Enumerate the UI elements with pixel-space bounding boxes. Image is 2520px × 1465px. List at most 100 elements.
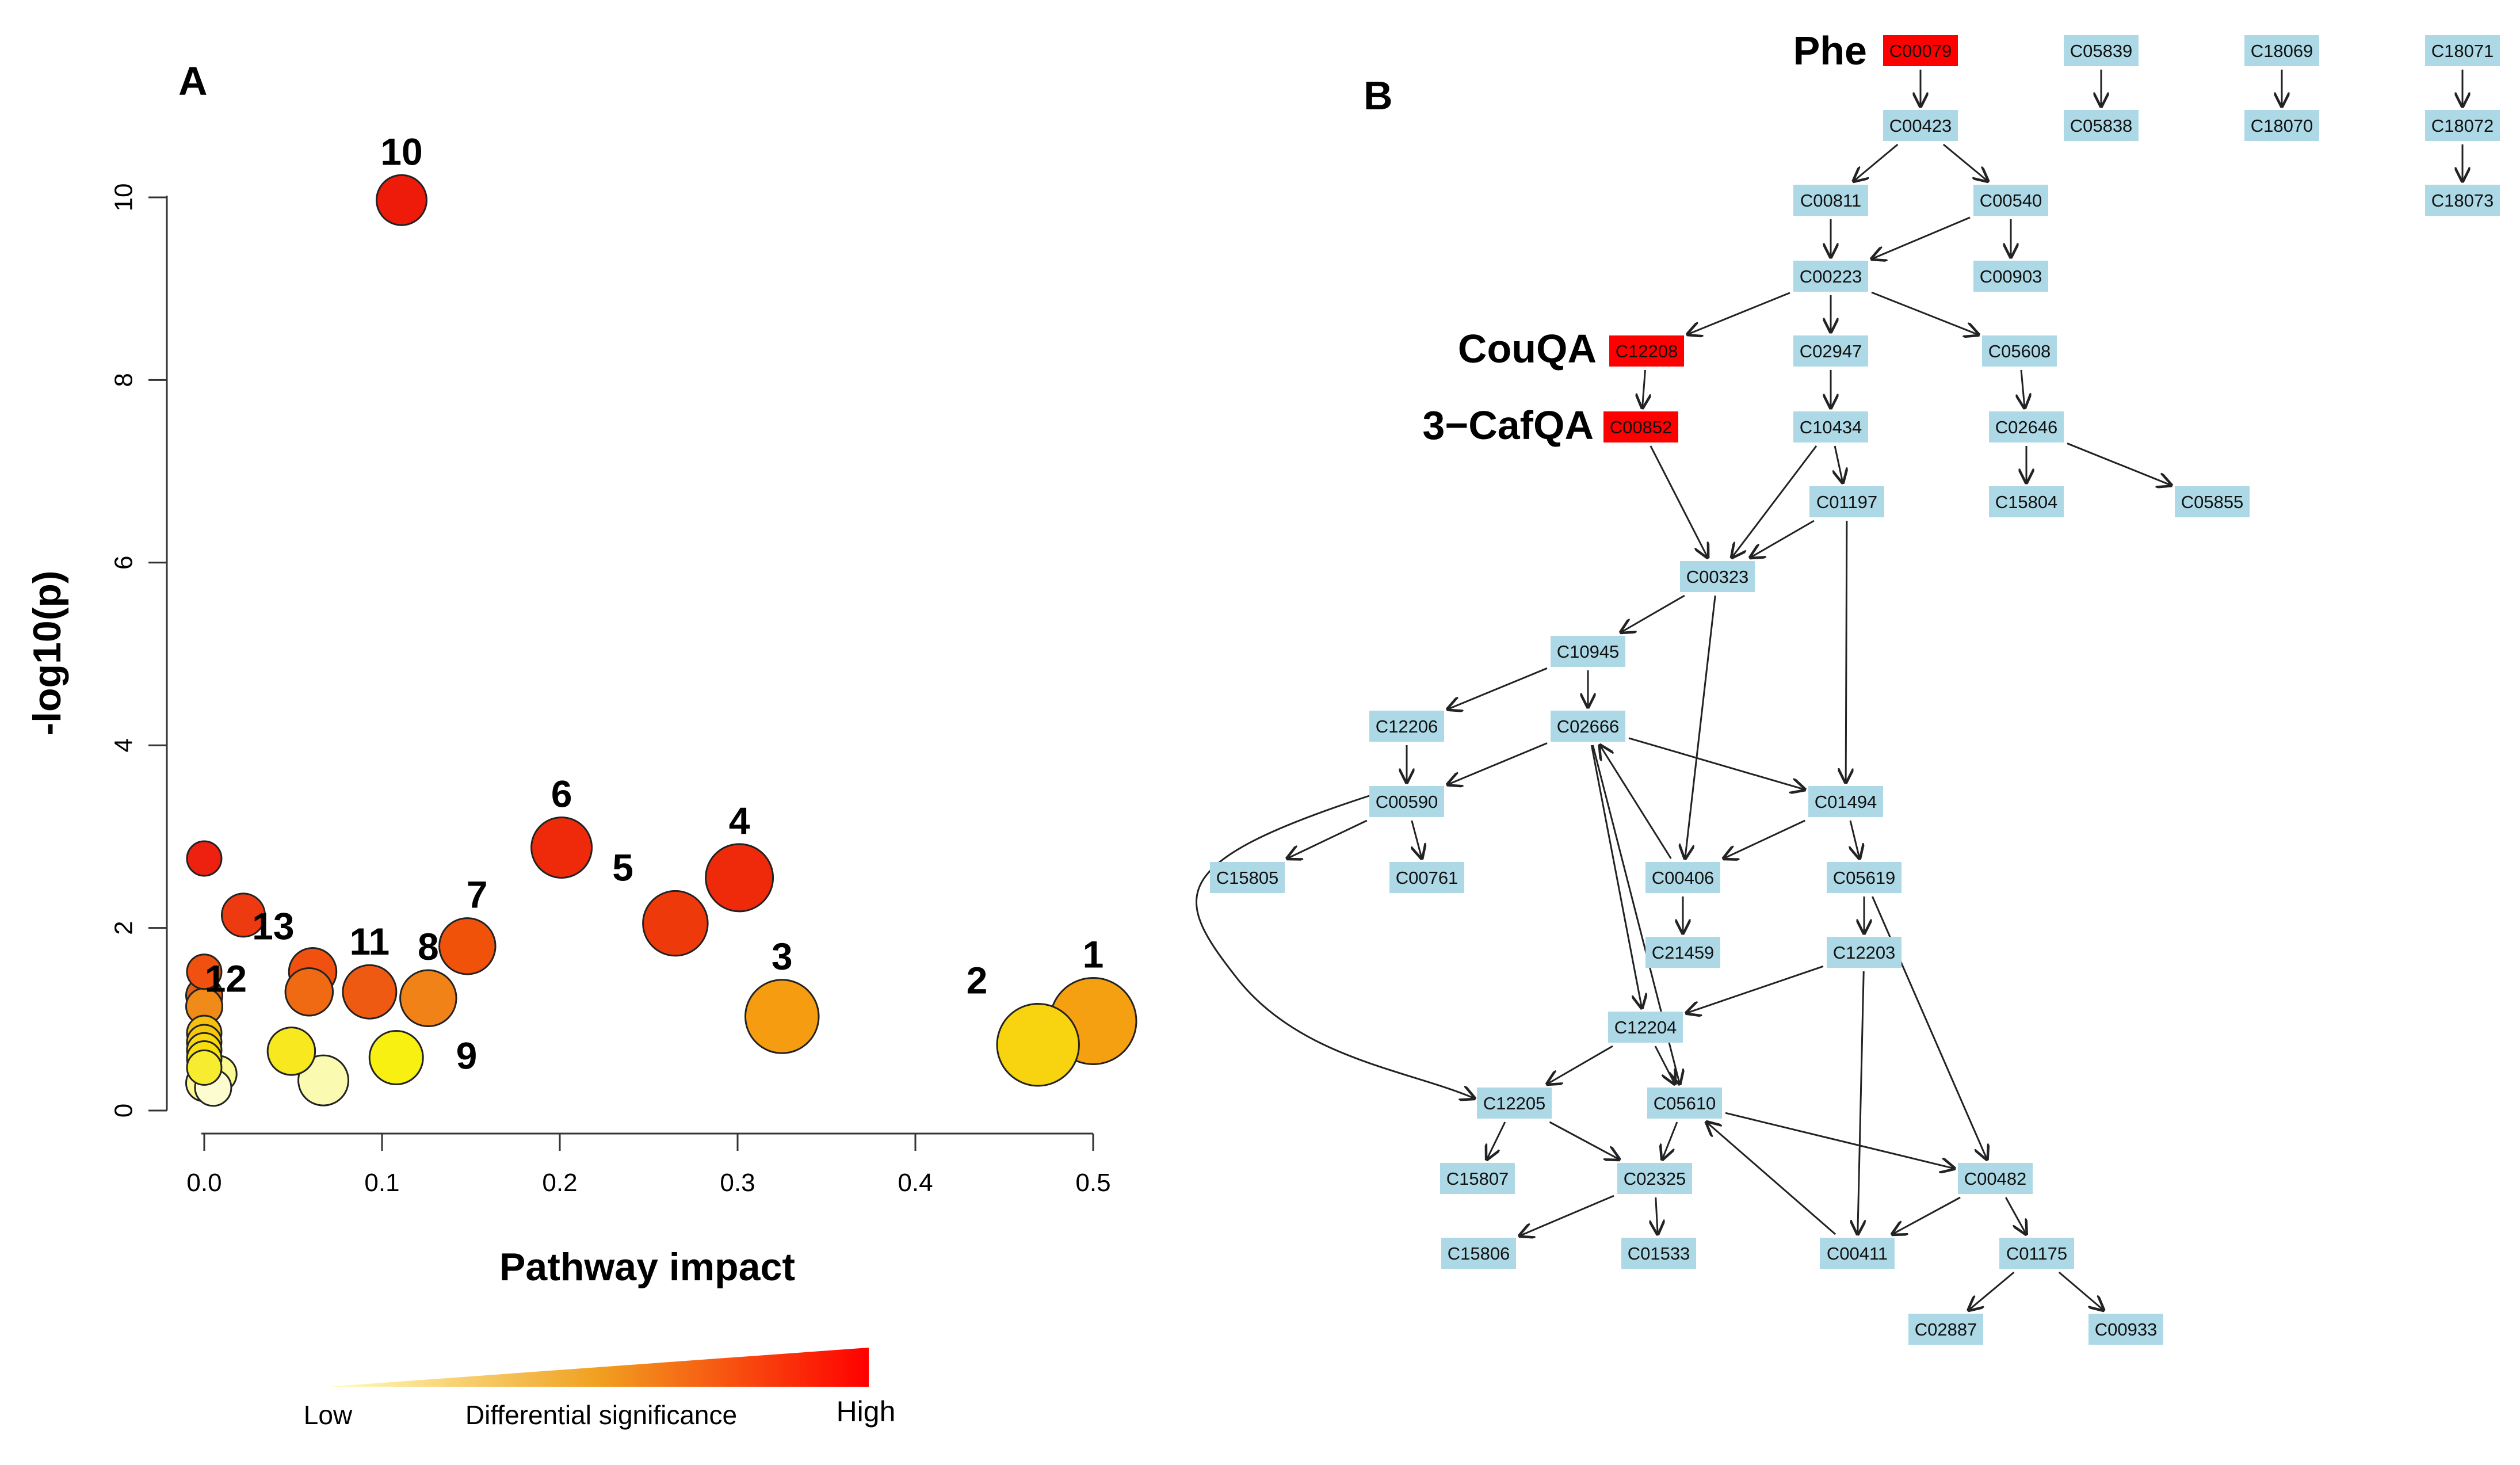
point: [186, 953, 223, 990]
edge: [1547, 1045, 1613, 1084]
point-label-7: 7: [467, 873, 488, 916]
point-label-4: 4: [729, 799, 750, 842]
node-box: [1477, 1088, 1552, 1119]
point-7: [438, 917, 497, 975]
edge: [1643, 369, 1645, 408]
node-label: C00079: [1889, 41, 1952, 61]
node-C00590: C00590: [1369, 786, 1444, 817]
edge: [2004, 1197, 2026, 1234]
point-label-12: 12: [205, 957, 247, 1000]
node-C05839: C05839: [2064, 35, 2139, 66]
node-box: [2425, 110, 2500, 141]
node-C15806: C15806: [1441, 1238, 1516, 1269]
edge: [1448, 742, 1548, 785]
node-label: C00903: [1980, 266, 2042, 287]
edge: [1590, 745, 1641, 1008]
point-9: [368, 1029, 424, 1085]
node-label: C00423: [1889, 116, 1952, 136]
x-tick-label: 0.1: [364, 1169, 399, 1197]
node-C18070: C18070: [2244, 110, 2319, 141]
edge: [1872, 216, 1971, 259]
scatter-points: [185, 174, 1137, 1107]
node-box: [1958, 1163, 2033, 1194]
edge: [1656, 1197, 1658, 1234]
point-label-11: 11: [349, 920, 390, 963]
node-label: C12204: [1614, 1017, 1677, 1037]
node-box: [1369, 786, 1444, 817]
edge: [1969, 1271, 2015, 1310]
node-label: C12208: [1616, 341, 1678, 361]
node-label: C12203: [1833, 943, 1896, 963]
node-C02887: C02887: [1908, 1314, 1983, 1345]
point-label-6: 6: [551, 772, 572, 815]
point-label-1: 1: [1083, 933, 1104, 975]
node-C15804: C15804: [1989, 486, 2064, 517]
node-box: [1645, 862, 1720, 893]
point-label-9: 9: [456, 1034, 478, 1077]
node-box: [1973, 185, 2048, 216]
x-ticks: 0.0 0.1 0.2 0.3 0.4 0.5: [186, 1134, 1111, 1197]
node-C05608: C05608: [1982, 335, 2057, 367]
edge: [1600, 745, 1672, 859]
node-C01197: C01197: [1809, 486, 1884, 517]
node-label: C02947: [1800, 341, 1862, 361]
edge: [1872, 896, 1987, 1159]
node-box: [1608, 1012, 1683, 1043]
x-tick-label: 0.3: [720, 1169, 755, 1197]
edge: [1650, 445, 1708, 558]
node-label: C18071: [2431, 41, 2494, 61]
annotation-phe: Phe: [1793, 28, 1867, 73]
node-label: C05619: [1833, 868, 1896, 888]
edge: [1846, 520, 1847, 783]
y-tick-label: 4: [110, 738, 138, 752]
y-axis-label: -log10(p): [25, 570, 69, 735]
node-label: C05855: [2181, 492, 2244, 512]
node-label: C01494: [1815, 792, 1877, 812]
edge: [1448, 667, 1548, 709]
y-tick-label: 2: [110, 921, 138, 934]
node-C10434: C10434: [1793, 411, 1868, 442]
edge: [1519, 1195, 1614, 1236]
panel-b-label: B: [1364, 73, 1393, 118]
node-C05619: C05619: [1827, 862, 1902, 893]
edge: [2021, 369, 2025, 408]
colorbar-wedge: [328, 1348, 869, 1387]
node-box: [1883, 110, 1958, 141]
colorbar-high-label: High: [837, 1395, 896, 1428]
point-label-2: 2: [967, 959, 988, 1001]
node-label: C10434: [1800, 417, 1862, 437]
node-C12206: C12206: [1369, 711, 1444, 742]
edge: [1196, 795, 1475, 1098]
node-label: C02887: [1915, 1319, 1977, 1340]
node-label: C05838: [2070, 116, 2133, 136]
point-label-5: 5: [612, 846, 633, 888]
node-C00423: C00423: [1883, 110, 1958, 141]
edge: [1858, 971, 1864, 1234]
edge: [1654, 1046, 1675, 1084]
node-label: C15804: [1995, 492, 2058, 512]
node-box: [1793, 261, 1868, 292]
annotation-couqa: CouQA: [1458, 326, 1597, 371]
node-label: C02646: [1995, 417, 2058, 437]
point: [220, 892, 266, 938]
node-box: [1973, 261, 2048, 292]
point-3: [744, 979, 820, 1054]
node-box: [1989, 411, 2064, 442]
node-C15805: C15805: [1210, 862, 1285, 893]
node-C00761: C00761: [1389, 862, 1464, 893]
node-box: [1989, 486, 2064, 517]
node-box: [2425, 185, 2500, 216]
x-tick-label: 0.4: [898, 1169, 933, 1197]
node-C00323: C00323: [1680, 561, 1755, 592]
network-nodes: C00079 C05839 C18069 C18071 C00423 C05838 C180…: [1210, 35, 2500, 1345]
node-C02666: C02666: [1551, 711, 1625, 742]
node-box: [1210, 862, 1285, 893]
node-C00540: C00540: [1973, 185, 2048, 216]
node-label: C02666: [1557, 716, 1620, 737]
node-box: [1793, 185, 1868, 216]
node-C05838: C05838: [2064, 110, 2139, 141]
edge: [1685, 595, 1716, 859]
node-box: [1609, 335, 1684, 367]
y-tick-label: 6: [110, 556, 138, 570]
